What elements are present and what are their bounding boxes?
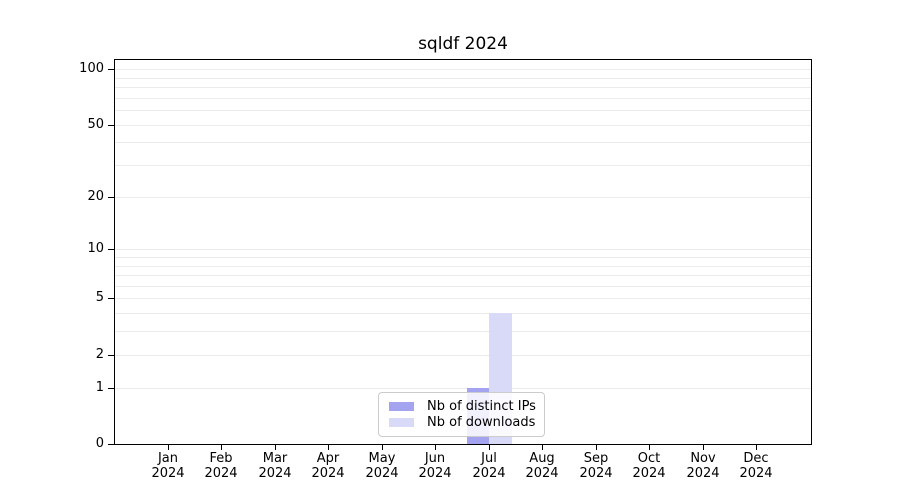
x-tick-mark-feb-2024 <box>221 445 222 450</box>
legend: Nb of distinct IPs Nb of downloads <box>378 392 545 437</box>
x-tick-label-apr-2024: Apr 2024 <box>311 451 345 481</box>
gridline-y-90 <box>115 78 811 79</box>
x-tick-label-jun-2024: Jun 2024 <box>418 451 452 481</box>
legend-swatch-distinct-ips <box>389 401 414 411</box>
gridline-y-80 <box>115 87 811 88</box>
gridline-y-3 <box>115 331 811 332</box>
y-tick-mark-100 <box>108 69 114 70</box>
x-tick-label-nov-2024: Nov 2024 <box>686 451 720 481</box>
x-tick-label-jan-2024: Jan 2024 <box>151 451 185 481</box>
y-tick-mark-20 <box>108 197 114 198</box>
gridline-y-40 <box>115 142 811 143</box>
gridline-y-60 <box>115 110 811 111</box>
y-tick-label-10: 10 <box>87 241 104 256</box>
legend-label-distinct-ips: Nb of distinct IPs <box>427 398 536 414</box>
y-tick-label-50: 50 <box>87 117 104 132</box>
gridline-y-9 <box>115 257 811 258</box>
gridline-y-30 <box>115 165 811 166</box>
gridline-y-6 <box>115 286 811 287</box>
gridline-y-4 <box>115 313 811 314</box>
gridline-y-10 <box>115 249 811 250</box>
y-tick-mark-2 <box>108 355 114 356</box>
gridline-y-8 <box>115 266 811 267</box>
gridline-y-100 <box>115 69 811 70</box>
x-tick-mark-mar-2024 <box>275 445 276 450</box>
legend-label-downloads: Nb of downloads <box>427 415 536 431</box>
gridline-y-7 <box>115 275 811 276</box>
x-tick-mark-jan-2024 <box>168 445 169 450</box>
x-tick-mark-oct-2024 <box>649 445 650 450</box>
x-tick-mark-sep-2024 <box>596 445 597 450</box>
gridline-y-20 <box>115 197 811 198</box>
x-tick-label-jul-2024: Jul 2024 <box>472 451 506 481</box>
x-tick-label-mar-2024: Mar 2024 <box>258 451 292 481</box>
legend-swatch-downloads <box>389 418 414 428</box>
gridline-y-70 <box>115 98 811 99</box>
x-tick-mark-dec-2024 <box>756 445 757 450</box>
x-tick-mark-may-2024 <box>382 445 383 450</box>
gridline-y-50 <box>115 125 811 126</box>
y-tick-label-20: 20 <box>87 189 104 204</box>
plot-area <box>114 59 812 445</box>
x-tick-label-oct-2024: Oct 2024 <box>632 451 666 481</box>
legend-item-distinct-ips: Nb of distinct IPs <box>387 398 536 414</box>
y-tick-mark-1 <box>108 388 114 389</box>
x-tick-mark-jun-2024 <box>435 445 436 450</box>
gridline-y-5 <box>115 298 811 299</box>
x-tick-mark-jul-2024 <box>489 445 490 450</box>
y-tick-label-100: 100 <box>79 61 104 76</box>
y-tick-mark-5 <box>108 298 114 299</box>
x-tick-label-aug-2024: Aug 2024 <box>525 451 559 481</box>
y-tick-label-1: 1 <box>95 380 104 395</box>
x-tick-mark-nov-2024 <box>703 445 704 450</box>
legend-item-downloads: Nb of downloads <box>387 415 535 431</box>
x-tick-label-sep-2024: Sep 2024 <box>579 451 613 481</box>
x-tick-label-dec-2024: Dec 2024 <box>739 451 773 481</box>
x-tick-mark-aug-2024 <box>542 445 543 450</box>
x-tick-label-may-2024: May 2024 <box>365 451 399 481</box>
chart-title: sqldf 2024 <box>418 34 508 54</box>
y-tick-mark-50 <box>108 125 114 126</box>
x-tick-label-feb-2024: Feb 2024 <box>204 451 238 481</box>
y-tick-label-2: 2 <box>95 347 104 362</box>
gridline-y-1 <box>115 388 811 389</box>
gridline-y-2 <box>115 355 811 356</box>
y-tick-mark-0 <box>108 444 114 445</box>
x-tick-mark-apr-2024 <box>328 445 329 450</box>
y-tick-label-0: 0 <box>95 436 104 451</box>
y-tick-mark-10 <box>108 249 114 250</box>
y-tick-label-5: 5 <box>95 290 104 305</box>
